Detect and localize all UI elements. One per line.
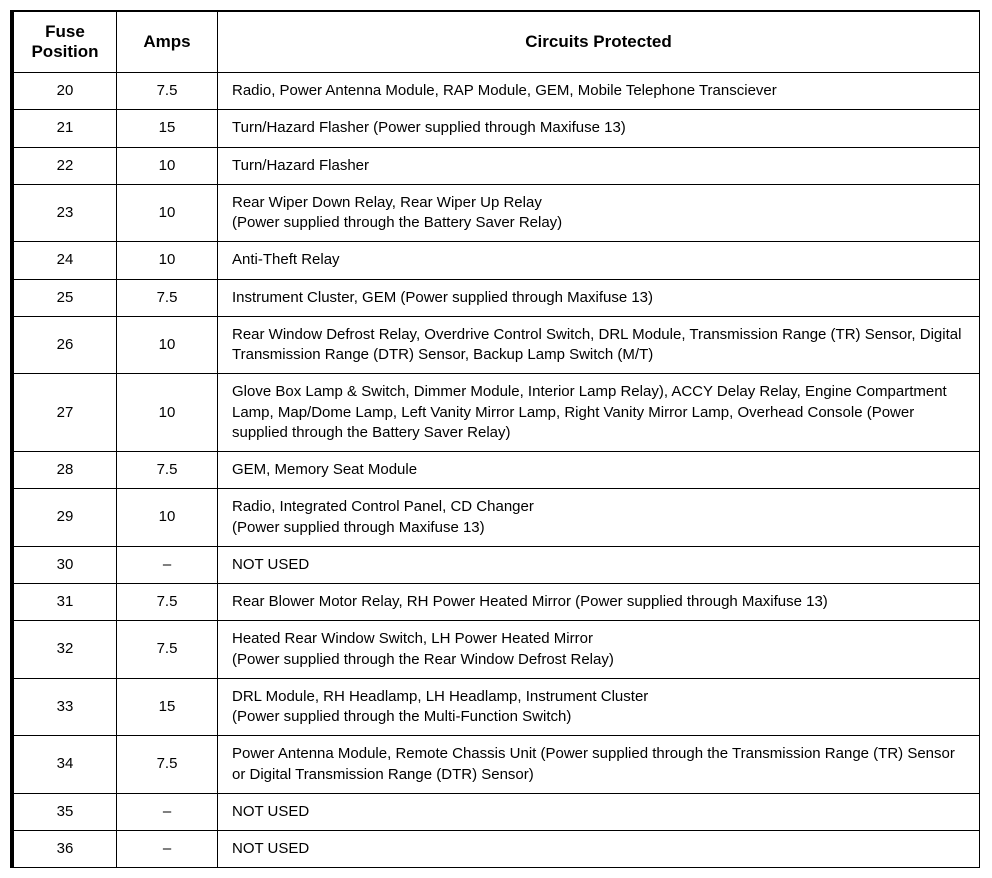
circuits-cell: NOT USED xyxy=(218,831,980,868)
circuits-cell: Turn/Hazard Flasher xyxy=(218,147,980,184)
circuits-cell: Turn/Hazard Flasher (Power supplied thro… xyxy=(218,110,980,147)
circuits-cell: Radio, Integrated Control Panel, CD Chan… xyxy=(218,489,980,547)
table-row: 2210Turn/Hazard Flasher xyxy=(12,147,980,184)
circuits-line: (Power supplied through the Multi-Functi… xyxy=(232,707,965,727)
amps-cell: 10 xyxy=(117,489,218,547)
amps-cell: – xyxy=(117,546,218,583)
table-row: 30–NOT USED xyxy=(12,546,980,583)
table-row: 3315 DRL Module, RH Headlamp, LH Headlamp… xyxy=(12,678,980,736)
table-body: 207.5Radio, Power Antenna Module, RAP Mo… xyxy=(12,73,980,868)
circuits-cell: DRL Module, RH Headlamp, LH Headlamp, In… xyxy=(218,678,980,736)
circuits-line: (Power supplied through the Battery Save… xyxy=(232,213,965,233)
fuse-position-cell: 28 xyxy=(12,452,117,489)
table-row: 317.5Rear Blower Motor Relay, RH Power H… xyxy=(12,584,980,621)
circuits-cell: Radio, Power Antenna Module, RAP Module,… xyxy=(218,73,980,110)
circuits-cell: Power Antenna Module, Remote Chassis Uni… xyxy=(218,736,980,794)
amps-cell: – xyxy=(117,793,218,830)
circuits-cell: Rear Blower Motor Relay, RH Power Heated… xyxy=(218,584,980,621)
circuits-cell: Heated Rear Window Switch, LH Power Heat… xyxy=(218,621,980,679)
fuse-position-cell: 34 xyxy=(12,736,117,794)
circuits-cell: Instrument Cluster, GEM (Power supplied … xyxy=(218,279,980,316)
circuits-cell: Rear Wiper Down Relay, Rear Wiper Up Rel… xyxy=(218,184,980,242)
fuse-table: Fuse Position Amps Circuits Protected 20… xyxy=(10,10,980,868)
col-header-amps: Amps xyxy=(117,11,218,73)
table-row: 2710Glove Box Lamp & Switch, Dimmer Modu… xyxy=(12,374,980,452)
circuits-cell: NOT USED xyxy=(218,546,980,583)
fuse-position-cell: 25 xyxy=(12,279,117,316)
amps-cell: 10 xyxy=(117,184,218,242)
amps-cell: 10 xyxy=(117,242,218,279)
table-row: 2115Turn/Hazard Flasher (Power supplied … xyxy=(12,110,980,147)
circuits-cell: NOT USED xyxy=(218,793,980,830)
circuits-line: DRL Module, RH Headlamp, LH Headlamp, In… xyxy=(232,687,965,707)
circuits-cell: Anti-Theft Relay xyxy=(218,242,980,279)
amps-cell: 7.5 xyxy=(117,279,218,316)
fuse-position-cell: 26 xyxy=(12,316,117,374)
col-header-circuits: Circuits Protected xyxy=(218,11,980,73)
amps-cell: 10 xyxy=(117,147,218,184)
circuits-line: Rear Wiper Down Relay, Rear Wiper Up Rel… xyxy=(232,193,965,213)
amps-cell: – xyxy=(117,831,218,868)
table-header: Fuse Position Amps Circuits Protected xyxy=(12,11,980,73)
fuse-position-cell: 36 xyxy=(12,831,117,868)
table-row: 2410Anti-Theft Relay xyxy=(12,242,980,279)
table-row: 347.5Power Antenna Module, Remote Chassi… xyxy=(12,736,980,794)
amps-cell: 7.5 xyxy=(117,73,218,110)
amps-cell: 7.5 xyxy=(117,584,218,621)
fuse-position-cell: 35 xyxy=(12,793,117,830)
table-row: 2610Rear Window Defrost Relay, Overdrive… xyxy=(12,316,980,374)
fuse-position-cell: 27 xyxy=(12,374,117,452)
fuse-position-cell: 30 xyxy=(12,546,117,583)
circuits-line: (Power supplied through Maxifuse 13) xyxy=(232,518,965,538)
fuse-position-cell: 23 xyxy=(12,184,117,242)
table-row: 2310 Rear Wiper Down Relay, Rear Wiper Up… xyxy=(12,184,980,242)
col-header-fuse: Fuse Position xyxy=(12,11,117,73)
amps-cell: 7.5 xyxy=(117,621,218,679)
fuse-position-cell: 33 xyxy=(12,678,117,736)
amps-cell: 10 xyxy=(117,374,218,452)
amps-cell: 15 xyxy=(117,678,218,736)
circuits-line: (Power supplied through the Rear Window … xyxy=(232,650,965,670)
amps-cell: 15 xyxy=(117,110,218,147)
fuse-position-cell: 32 xyxy=(12,621,117,679)
fuse-position-cell: 24 xyxy=(12,242,117,279)
fuse-position-cell: 20 xyxy=(12,73,117,110)
table-row: 327.5 Heated Rear Window Switch, LH Power… xyxy=(12,621,980,679)
amps-cell: 10 xyxy=(117,316,218,374)
amps-cell: 7.5 xyxy=(117,736,218,794)
fuse-position-cell: 29 xyxy=(12,489,117,547)
circuits-line: Radio, Integrated Control Panel, CD Chan… xyxy=(232,497,965,517)
table-row: 2910 Radio, Integrated Control Panel, CD … xyxy=(12,489,980,547)
fuse-position-cell: 31 xyxy=(12,584,117,621)
circuits-cell: Rear Window Defrost Relay, Overdrive Con… xyxy=(218,316,980,374)
circuits-cell: Glove Box Lamp & Switch, Dimmer Module, … xyxy=(218,374,980,452)
circuits-cell: GEM, Memory Seat Module xyxy=(218,452,980,489)
table-row: 207.5Radio, Power Antenna Module, RAP Mo… xyxy=(12,73,980,110)
table-row: 257.5Instrument Cluster, GEM (Power supp… xyxy=(12,279,980,316)
table-row: 287.5GEM, Memory Seat Module xyxy=(12,452,980,489)
table-row: 36–NOT USED xyxy=(12,831,980,868)
fuse-position-cell: 21 xyxy=(12,110,117,147)
circuits-line: Heated Rear Window Switch, LH Power Heat… xyxy=(232,629,965,649)
fuse-position-cell: 22 xyxy=(12,147,117,184)
table-row: 35–NOT USED xyxy=(12,793,980,830)
amps-cell: 7.5 xyxy=(117,452,218,489)
header-row: Fuse Position Amps Circuits Protected xyxy=(12,11,980,73)
